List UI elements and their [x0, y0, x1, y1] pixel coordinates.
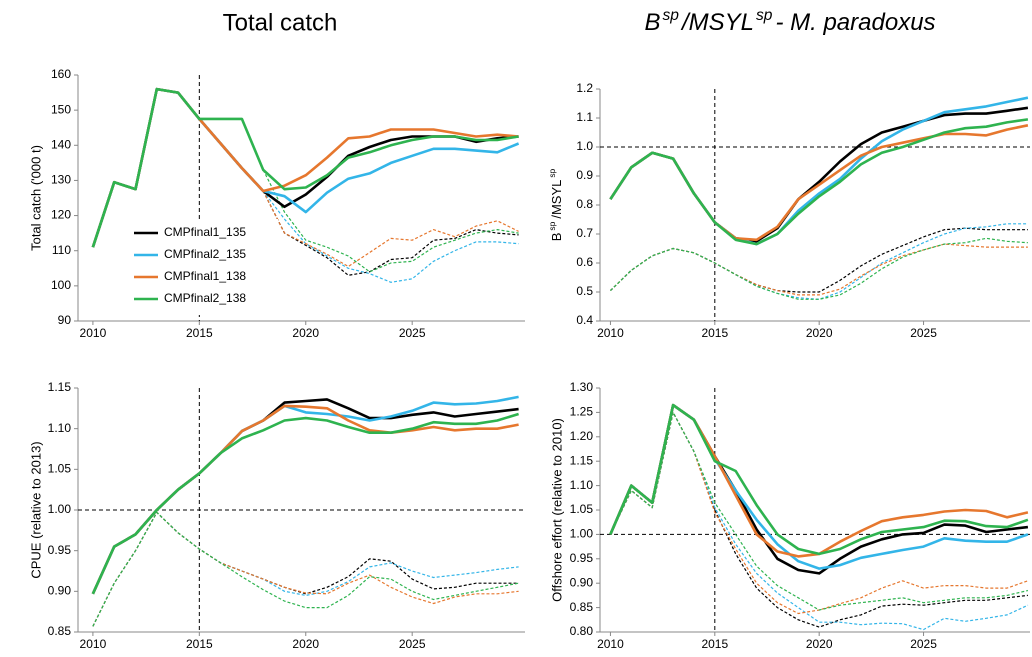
dashed-series-line: [609, 411, 1028, 628]
y-tick-label: 0.90: [570, 575, 594, 589]
text-part: B: [549, 233, 564, 242]
series-line: [91, 398, 519, 595]
x-tick-label: 2015: [186, 637, 213, 651]
x-tick-label: 2010: [597, 326, 624, 340]
series-line: [91, 404, 519, 595]
y-tick-label: 0.80: [570, 624, 594, 638]
y-tick-label: 0.8: [576, 197, 593, 211]
dashed-series-line: [262, 190, 519, 276]
y-tick-label: 0.6: [576, 255, 593, 269]
legend-label: CMPfinal1_138: [164, 269, 246, 283]
legend-label: CMPfinal1_135: [164, 225, 246, 239]
y-tick-label: 0.95: [48, 543, 72, 557]
dashed-series-line: [609, 227, 1028, 293]
x-tick-label: 2025: [399, 637, 426, 651]
x-tick-label: 2010: [597, 637, 624, 651]
legend-label: CMPfinal2_138: [164, 291, 246, 305]
y-tick-label: 1.20: [570, 429, 594, 443]
x-tick-label: 2025: [910, 326, 937, 340]
x-tick-label: 2010: [80, 637, 107, 651]
text-part: /MSYL: [680, 9, 754, 36]
x-tick-label: 2025: [910, 637, 937, 651]
series-line: [609, 403, 1029, 575]
dashed-series-line: [609, 243, 1028, 296]
dashed-series-line: [262, 190, 519, 268]
y-tick-label: 130: [51, 173, 71, 187]
y-tick-label: 0.5: [576, 284, 593, 298]
y-tick-label: 1.00: [48, 502, 72, 516]
y-tick-label: 1.15: [570, 453, 594, 467]
y-tick-label: 110: [52, 243, 71, 257]
x-tick-label: 2015: [701, 637, 728, 651]
y-axis-label: CPUE (relative to 2013): [28, 441, 43, 578]
y-tick-label: 1.1: [576, 110, 593, 124]
x-tick-label: 2025: [399, 326, 426, 340]
series-line: [609, 403, 1029, 556]
y-tick-label: 0.85: [48, 624, 72, 638]
y-tick-label: 140: [51, 137, 71, 151]
legend-label: CMPfinal2_135: [164, 247, 246, 261]
y-tick-label: 1.00: [570, 527, 594, 541]
y-tick-label: 1.2: [576, 81, 593, 95]
dashed-series-line: [609, 237, 1028, 300]
y-tick-label: 0.4: [576, 313, 593, 327]
text-part: /MSYL: [549, 180, 564, 219]
x-tick-label: 2020: [292, 637, 319, 651]
y-tick-label: 1.10: [48, 421, 72, 435]
series-line: [91, 412, 519, 595]
x-tick-label: 2015: [701, 326, 728, 340]
x-tick-label: 2020: [292, 326, 319, 340]
dashed-series-line: [92, 511, 519, 627]
text-part: B: [644, 9, 660, 36]
x-tick-label: 2015: [186, 326, 213, 340]
y-tick-label: 120: [51, 208, 71, 222]
x-tick-label: 2020: [806, 637, 833, 651]
dashed-series-line: [609, 411, 1029, 611]
y-tick-label: 0.90: [48, 584, 72, 598]
y-tick-label: 150: [51, 102, 71, 116]
superscript: sp: [662, 7, 679, 24]
series-line: [609, 403, 1029, 558]
dashed-series-line: [262, 169, 519, 273]
y-tick-label: 0.85: [570, 600, 594, 614]
y-tick-label: 1.25: [570, 405, 594, 419]
series-line: [91, 395, 519, 595]
dashed-series-line: [92, 511, 519, 627]
series-line: [609, 403, 1029, 570]
y-tick-label: 1.15: [48, 380, 72, 394]
superscript: sp: [756, 7, 773, 24]
y-tick-label: 0.9: [576, 168, 593, 182]
y-tick-label: 0.95: [570, 551, 594, 565]
y-axis-label: Offshore effort (relative to 2010): [549, 418, 564, 602]
text-part: - M. paradoxus: [775, 9, 935, 36]
series-line: [609, 96, 1029, 246]
series-line: [609, 118, 1029, 246]
y-tick-label: 1.30: [570, 380, 594, 394]
dashed-series-line: [609, 223, 1028, 300]
y-tick-label: 1.10: [570, 478, 594, 492]
dashed-series-line: [92, 511, 519, 627]
y-tick-label: 100: [51, 278, 71, 292]
superscript: sp: [547, 221, 557, 230]
chart-title: Total catch: [223, 9, 338, 36]
y-tick-label: 1.05: [48, 462, 72, 476]
y-tick-label: 1.05: [570, 502, 594, 516]
y-tick-label: 160: [51, 67, 71, 81]
dashed-series-line: [609, 411, 1029, 615]
x-tick-label: 2010: [80, 326, 107, 340]
y-axis-label: Total catch ('000 t): [28, 145, 43, 251]
y-tick-label: 0.7: [576, 226, 593, 240]
x-tick-label: 2020: [806, 326, 833, 340]
y-axis-label: Bsp/MSYL sp: [547, 168, 564, 241]
superscript: sp: [547, 168, 557, 177]
dashed-series-line: [92, 511, 519, 627]
y-tick-label: 90: [58, 313, 72, 327]
dashed-series-line: [262, 190, 519, 283]
series-line: [91, 87, 519, 248]
y-tick-label: 1.0: [576, 139, 593, 153]
